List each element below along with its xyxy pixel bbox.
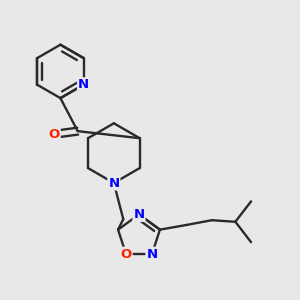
Text: N: N xyxy=(78,78,89,91)
Text: O: O xyxy=(120,248,132,261)
Text: N: N xyxy=(108,176,119,190)
Text: N: N xyxy=(146,248,158,261)
Text: O: O xyxy=(49,128,60,141)
Text: N: N xyxy=(134,208,145,221)
